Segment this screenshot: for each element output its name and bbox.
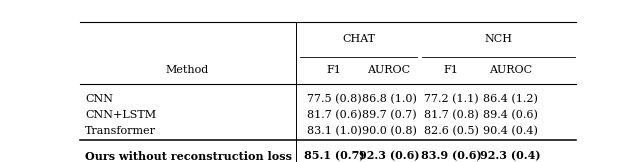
Text: Method: Method	[165, 65, 208, 75]
Text: 90.4 (0.4): 90.4 (0.4)	[483, 126, 538, 136]
Text: 86.8 (1.0): 86.8 (1.0)	[362, 93, 417, 104]
Text: CNN+LSTM: CNN+LSTM	[85, 110, 156, 120]
Text: 85.1 (0.7): 85.1 (0.7)	[304, 150, 364, 162]
Text: AUROC: AUROC	[367, 65, 411, 75]
Text: 89.7 (0.7): 89.7 (0.7)	[362, 110, 417, 120]
Text: 83.9 (0.6): 83.9 (0.6)	[420, 150, 481, 162]
Text: 83.1 (1.0): 83.1 (1.0)	[307, 126, 362, 136]
Text: CNN: CNN	[85, 94, 113, 104]
Text: 81.7 (0.8): 81.7 (0.8)	[424, 110, 478, 120]
Text: 90.0 (0.8): 90.0 (0.8)	[362, 126, 417, 136]
Text: NCH: NCH	[484, 34, 513, 44]
Text: AUROC: AUROC	[489, 65, 532, 75]
Text: 77.5 (0.8): 77.5 (0.8)	[307, 93, 361, 104]
Text: 92.3 (0.4): 92.3 (0.4)	[480, 150, 541, 162]
Text: 81.7 (0.6): 81.7 (0.6)	[307, 110, 362, 120]
Text: F1: F1	[444, 65, 458, 75]
Text: 89.4 (0.6): 89.4 (0.6)	[483, 110, 538, 120]
Text: F1: F1	[326, 65, 341, 75]
Text: Transformer: Transformer	[85, 126, 156, 136]
Text: 92.3 (0.6): 92.3 (0.6)	[359, 150, 419, 162]
Text: 77.2 (1.1): 77.2 (1.1)	[424, 93, 478, 104]
Text: 86.4 (1.2): 86.4 (1.2)	[483, 93, 538, 104]
Text: Ours without reconstruction loss: Ours without reconstruction loss	[85, 150, 292, 162]
Text: CHAT: CHAT	[342, 34, 375, 44]
Text: 82.6 (0.5): 82.6 (0.5)	[424, 126, 479, 136]
